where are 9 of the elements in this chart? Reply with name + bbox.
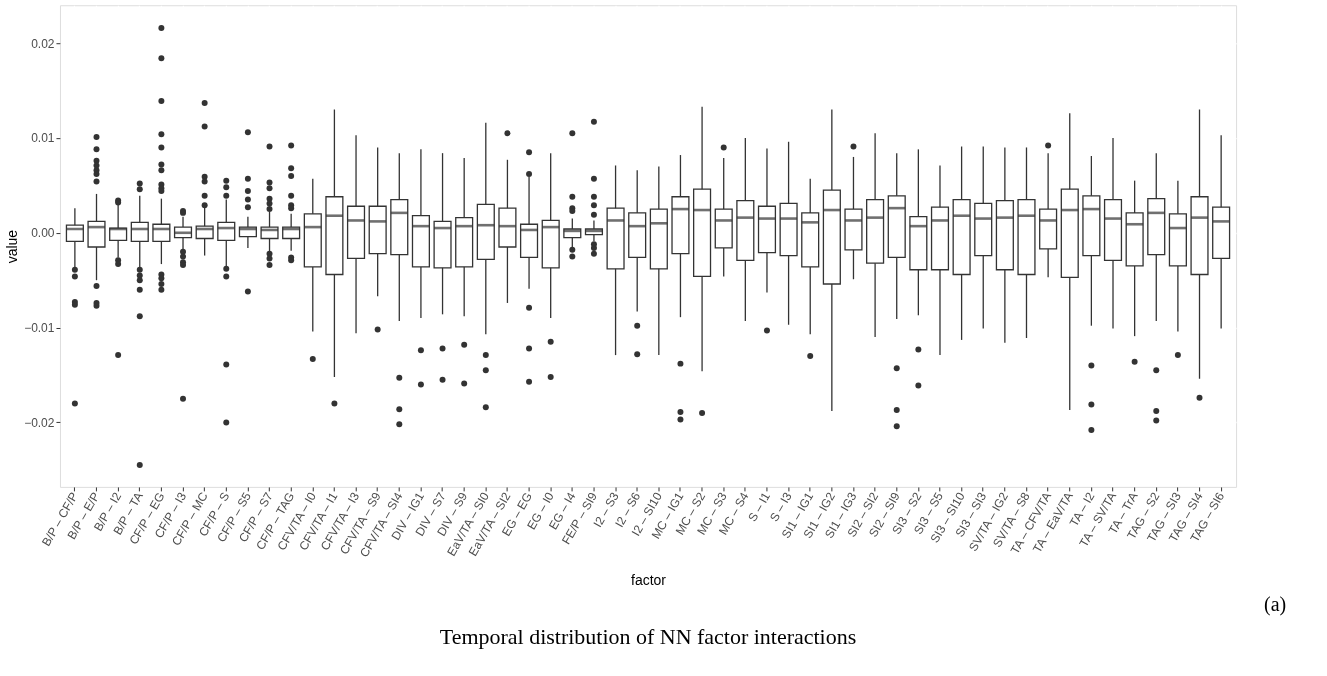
y-tick-label: 0.01 <box>31 131 55 146</box>
y-tick-label: 0.00 <box>31 226 55 241</box>
y-tick-label: 0.02 <box>31 36 55 51</box>
y-tick-label: −0.01 <box>24 321 55 336</box>
y-axis-title: value <box>4 229 21 264</box>
text: Temporal distribution of NN factor interactions <box>439 623 857 649</box>
text: (a) <box>1264 592 1287 616</box>
x-axis-title: factor <box>631 571 667 588</box>
y-tick-label: −0.02 <box>24 415 55 430</box>
